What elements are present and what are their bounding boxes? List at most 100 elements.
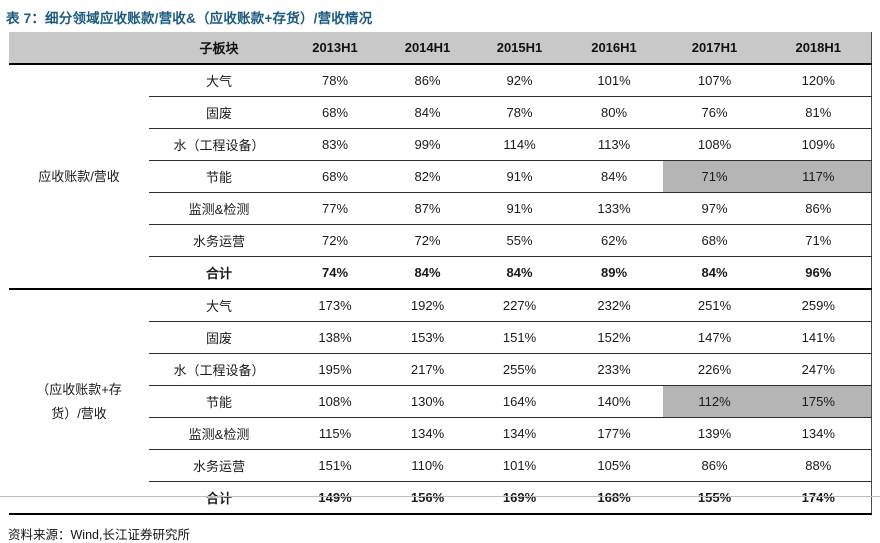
row-label: 固废 <box>149 96 289 129</box>
value-cell: 72% <box>289 224 381 257</box>
value-cell: 227% <box>474 289 565 322</box>
value-cell: 251% <box>663 289 766 322</box>
value-cell: 78% <box>474 96 565 129</box>
value-cell: 91% <box>474 160 565 193</box>
group-label: （应收账款+存货）/营收 <box>9 289 149 515</box>
value-cell: 68% <box>663 224 766 257</box>
table-row: 节能 68% 82% 91% 84% 71% 117% <box>9 160 871 193</box>
value-cell: 84% <box>381 96 474 129</box>
value-cell: 134% <box>474 417 565 450</box>
col-header-2016h1: 2016H1 <box>565 32 663 65</box>
value-cell: 107% <box>663 64 766 97</box>
row-label: 大气 <box>149 289 289 322</box>
value-cell: 175% <box>766 385 871 418</box>
value-cell: 151% <box>474 321 565 354</box>
value-cell: 99% <box>381 128 474 161</box>
value-cell: 91% <box>474 192 565 225</box>
value-cell: 77% <box>289 192 381 225</box>
value-cell: 138% <box>289 321 381 354</box>
value-cell: 115% <box>289 417 381 450</box>
value-cell: 62% <box>565 224 663 257</box>
table-row: 固废 138% 153% 151% 152% 147% 141% <box>9 321 871 354</box>
value-cell: 72% <box>381 224 474 257</box>
value-cell: 84% <box>565 160 663 193</box>
value-cell: 74% <box>289 256 381 290</box>
col-header-subsector: 子板块 <box>149 32 289 65</box>
value-cell: 71% <box>766 224 871 257</box>
table-row: 水务运营 72% 72% 55% 62% 68% 71% <box>9 224 871 257</box>
value-cell: 88% <box>766 449 871 482</box>
table-body: 应收账款/营收 大气 78% 86% 92% 101% 107% 120% 固废 68% 84% 78… <box>9 64 871 515</box>
value-cell: 233% <box>565 353 663 386</box>
value-cell: 84% <box>474 256 565 290</box>
value-cell: 86% <box>381 64 474 97</box>
value-cell: 120% <box>766 64 871 97</box>
value-cell: 97% <box>663 192 766 225</box>
value-cell: 81% <box>766 96 871 129</box>
value-cell: 151% <box>289 449 381 482</box>
row-label: 监测&检测 <box>149 417 289 450</box>
row-label: 节能 <box>149 385 289 418</box>
value-cell: 177% <box>565 417 663 450</box>
value-cell: 84% <box>381 256 474 290</box>
value-cell: 68% <box>289 96 381 129</box>
value-cell: 117% <box>766 160 871 193</box>
value-cell: 86% <box>766 192 871 225</box>
value-cell: 153% <box>381 321 474 354</box>
value-cell: 108% <box>289 385 381 418</box>
value-cell: 76% <box>663 96 766 129</box>
value-cell: 141% <box>766 321 871 354</box>
table-row: 水务运营 151% 110% 101% 105% 86% 88% <box>9 449 871 482</box>
value-cell: 192% <box>381 289 474 322</box>
value-cell: 134% <box>381 417 474 450</box>
value-cell: 55% <box>474 224 565 257</box>
value-cell: 82% <box>381 160 474 193</box>
table-row: （应收账款+存货）/营收 大气 173% 192% 227% 232% 251% 259% <box>9 289 871 515</box>
value-cell: 80% <box>565 96 663 129</box>
value-cell: 92% <box>474 64 565 97</box>
value-cell: 89% <box>565 256 663 290</box>
value-cell: 114% <box>474 128 565 161</box>
col-header-2017h1: 2017H1 <box>663 32 766 65</box>
value-cell: 217% <box>381 353 474 386</box>
value-cell: 152% <box>565 321 663 354</box>
table-row: 固废 68% 84% 78% 80% 76% 81% <box>9 96 871 129</box>
value-cell: 133% <box>565 192 663 225</box>
table-row: 水（工程设备） 83% 99% 114% 113% 108% 109% <box>9 128 871 161</box>
col-header-2014h1: 2014H1 <box>381 32 474 65</box>
receivables-ratio-table: 子板块 2013H1 2014H1 2015H1 2016H1 2017H1 2018H1 … <box>9 32 872 515</box>
row-label: 水务运营 <box>149 449 289 482</box>
row-label: 固废 <box>149 321 289 354</box>
value-cell: 96% <box>766 256 871 290</box>
row-label: 大气 <box>149 64 289 97</box>
value-cell: 247% <box>766 353 871 386</box>
value-cell: 71% <box>663 160 766 193</box>
page-bottom-divider <box>0 496 880 497</box>
value-cell: 113% <box>565 128 663 161</box>
value-cell: 109% <box>766 128 871 161</box>
value-cell: 226% <box>663 353 766 386</box>
row-label: 监测&检测 <box>149 192 289 225</box>
row-label: 节能 <box>149 160 289 193</box>
value-cell: 101% <box>565 64 663 97</box>
table-row: 应收账款/营收 大气 78% 86% 92% 101% 107% 120% <box>9 64 871 290</box>
row-label: 水（工程设备） <box>149 353 289 386</box>
value-cell: 112% <box>663 385 766 418</box>
row-label: 水（工程设备） <box>149 128 289 161</box>
value-cell: 259% <box>766 289 871 322</box>
value-cell: 108% <box>663 128 766 161</box>
value-cell: 101% <box>474 449 565 482</box>
value-cell: 105% <box>565 449 663 482</box>
value-cell: 164% <box>474 385 565 418</box>
table-row: 合计 74% 84% 84% 89% 84% 96% <box>9 256 871 290</box>
value-cell: 139% <box>663 417 766 450</box>
value-cell: 84% <box>663 256 766 290</box>
table-header-row: 子板块 2013H1 2014H1 2015H1 2016H1 2017H1 2018H1 <box>9 32 871 65</box>
col-header-2013h1: 2013H1 <box>289 32 381 65</box>
table-row: 监测&检测 77% 87% 91% 133% 97% 86% <box>9 192 871 225</box>
data-source-note: 资料来源：Wind,长江证券研究所 <box>8 528 190 542</box>
value-cell: 83% <box>289 128 381 161</box>
value-cell: 140% <box>565 385 663 418</box>
value-cell: 86% <box>663 449 766 482</box>
col-header-2018h1: 2018H1 <box>766 32 871 65</box>
